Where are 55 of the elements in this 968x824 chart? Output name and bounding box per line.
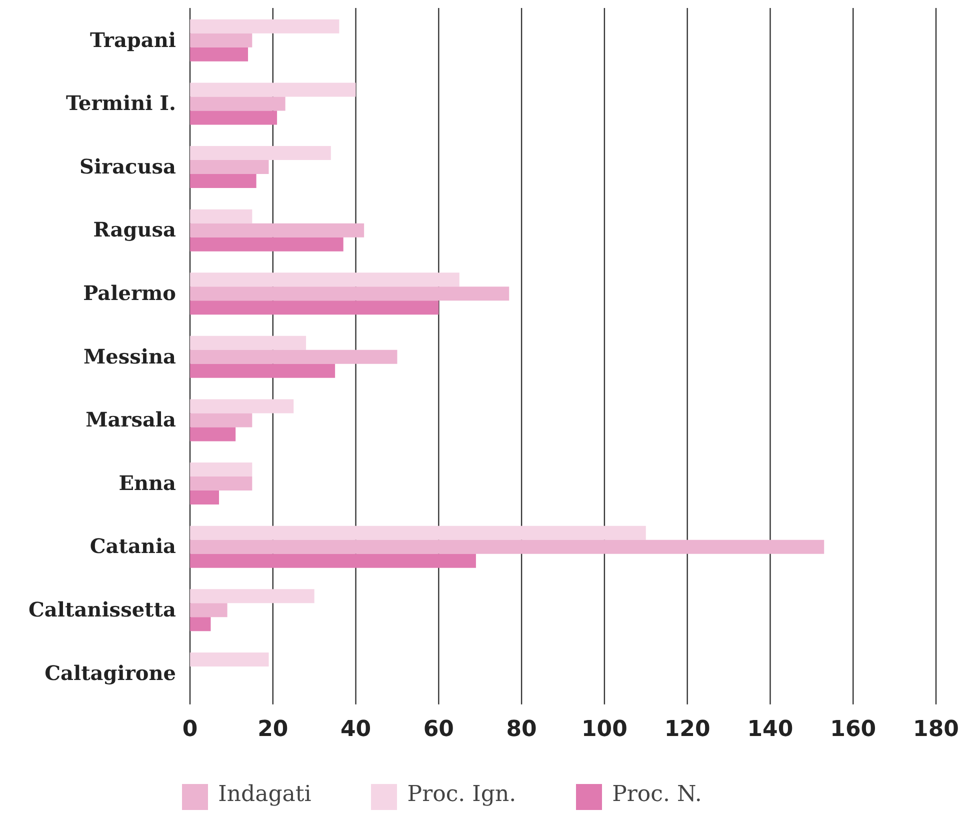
bar — [190, 427, 236, 442]
bar — [190, 300, 439, 315]
bar — [190, 82, 356, 97]
y-tick-label: Catania — [90, 534, 176, 558]
bar — [190, 160, 269, 174]
bar — [190, 554, 476, 568]
x-tick-label: 40 — [340, 716, 372, 742]
legend-label: Proc. Ign. — [407, 782, 516, 808]
y-tick-label: Messina — [84, 344, 176, 368]
y-tick-label: Ragusa — [93, 218, 176, 242]
bar — [190, 399, 294, 414]
bar — [190, 47, 248, 62]
legend-label: Indagati — [218, 782, 312, 808]
y-tick-label: Marsala — [86, 408, 176, 432]
bar — [190, 364, 336, 378]
x-tick-label: 160 — [830, 716, 876, 742]
bar — [190, 272, 460, 287]
x-tick-label: 180 — [913, 716, 959, 742]
y-tick-label: Palermo — [83, 280, 176, 305]
x-tick-label: 100 — [581, 716, 628, 742]
x-tick-label: 120 — [664, 716, 710, 742]
y-tick-label: Trapani — [90, 28, 176, 52]
bar — [190, 490, 220, 505]
bar — [190, 540, 824, 554]
y-tick-label: Termini I. — [66, 91, 176, 116]
y-tick-label: Caltanissetta — [28, 598, 176, 622]
bar — [190, 526, 646, 540]
bar — [190, 589, 314, 604]
bar — [190, 652, 269, 666]
bar — [190, 237, 344, 252]
bar — [190, 286, 510, 301]
bar — [190, 413, 252, 428]
bar — [190, 110, 278, 125]
bar — [190, 350, 398, 364]
x-tick-label: 0 — [182, 716, 198, 742]
bar — [190, 33, 252, 48]
bar — [190, 336, 306, 350]
y-tick-label: Enna — [118, 470, 176, 495]
y-tick-label: Caltagirone — [44, 660, 176, 685]
x-tick-label: 140 — [747, 716, 794, 742]
bar — [190, 476, 252, 491]
bar — [190, 146, 331, 160]
x-tick-label: 20 — [258, 716, 288, 742]
bar — [190, 96, 286, 111]
bar — [190, 603, 228, 618]
bar — [190, 617, 211, 632]
legend-label: Proc. N. — [612, 782, 702, 808]
bar — [190, 19, 340, 34]
bar — [190, 223, 364, 238]
y-tick-label: Siracusa — [80, 154, 176, 178]
bar — [190, 174, 256, 188]
bar — [190, 462, 252, 477]
x-tick-label: 60 — [423, 716, 454, 742]
x-tick-label: 80 — [506, 716, 537, 742]
bar — [190, 209, 252, 224]
